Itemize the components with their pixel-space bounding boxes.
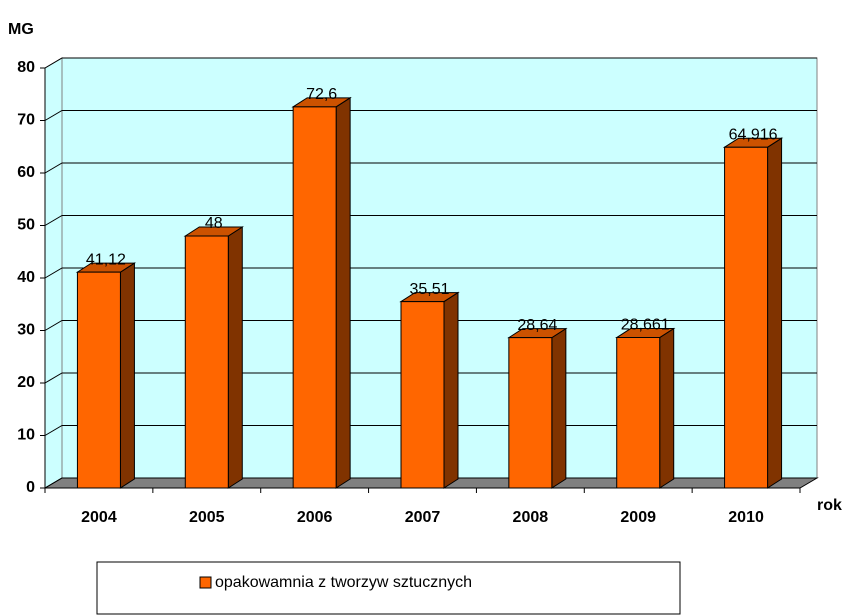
bar — [291, 96, 352, 489]
x-tick-label: 2010 — [728, 509, 764, 526]
grid-line — [44, 215, 817, 226]
bar-face — [443, 291, 459, 489]
value-label: 72,6 — [306, 86, 337, 103]
value-label: 35,51 — [409, 281, 449, 298]
y-tick-label: 30 — [17, 322, 35, 339]
bar-face — [335, 96, 351, 489]
y-tick-label: 20 — [17, 374, 35, 391]
y-tick-label: 70 — [17, 112, 35, 129]
bar-face — [767, 137, 783, 489]
bar — [507, 327, 568, 489]
x-tick-label: 2007 — [405, 509, 441, 526]
bar-face — [76, 271, 121, 489]
x-tick-label: 2004 — [81, 509, 117, 526]
y-tick-label: 80 — [17, 59, 35, 76]
bar-face — [616, 337, 661, 489]
y-tick-label: 50 — [17, 217, 35, 234]
grid-line — [44, 57, 817, 69]
y-tick-label: 60 — [17, 164, 35, 181]
y-tick-label: 10 — [17, 427, 35, 444]
bar-face — [659, 327, 675, 489]
y-tick-label: 0 — [26, 479, 35, 496]
value-label: 28,661 — [621, 317, 670, 334]
x-tick-label: 2009 — [620, 509, 656, 526]
value-label: 48 — [205, 215, 223, 232]
grid-line — [44, 267, 817, 279]
x-tick-label: 2005 — [189, 509, 225, 526]
bar-face — [551, 327, 567, 489]
legend-swatch — [199, 576, 212, 589]
y-tick-label: 40 — [17, 269, 35, 286]
value-label: 64,916 — [729, 126, 778, 143]
legend — [96, 561, 681, 615]
x-tick-label: 2006 — [297, 509, 333, 526]
grid-line — [44, 110, 817, 121]
bar-face — [292, 106, 337, 489]
value-label: 28,64 — [517, 317, 557, 334]
bar — [615, 327, 676, 489]
value-label: 41,12 — [86, 251, 126, 268]
bar — [722, 137, 784, 489]
bar-face — [400, 301, 445, 489]
bar-face — [508, 337, 553, 489]
bar-face — [227, 226, 243, 489]
grid-line — [44, 320, 817, 331]
x-axis-label: rok — [817, 497, 842, 514]
x-tick-label: 2008 — [513, 509, 549, 526]
bar — [183, 226, 244, 489]
bar-face — [724, 146, 769, 489]
bar — [399, 291, 460, 489]
legend-label: opakowamnia z tworzyw sztucznych — [215, 574, 472, 591]
grid-line — [44, 162, 817, 174]
bar-face — [119, 262, 135, 489]
bar-face — [184, 235, 229, 489]
bar — [75, 262, 137, 489]
y-axis-label: MG — [8, 21, 34, 38]
